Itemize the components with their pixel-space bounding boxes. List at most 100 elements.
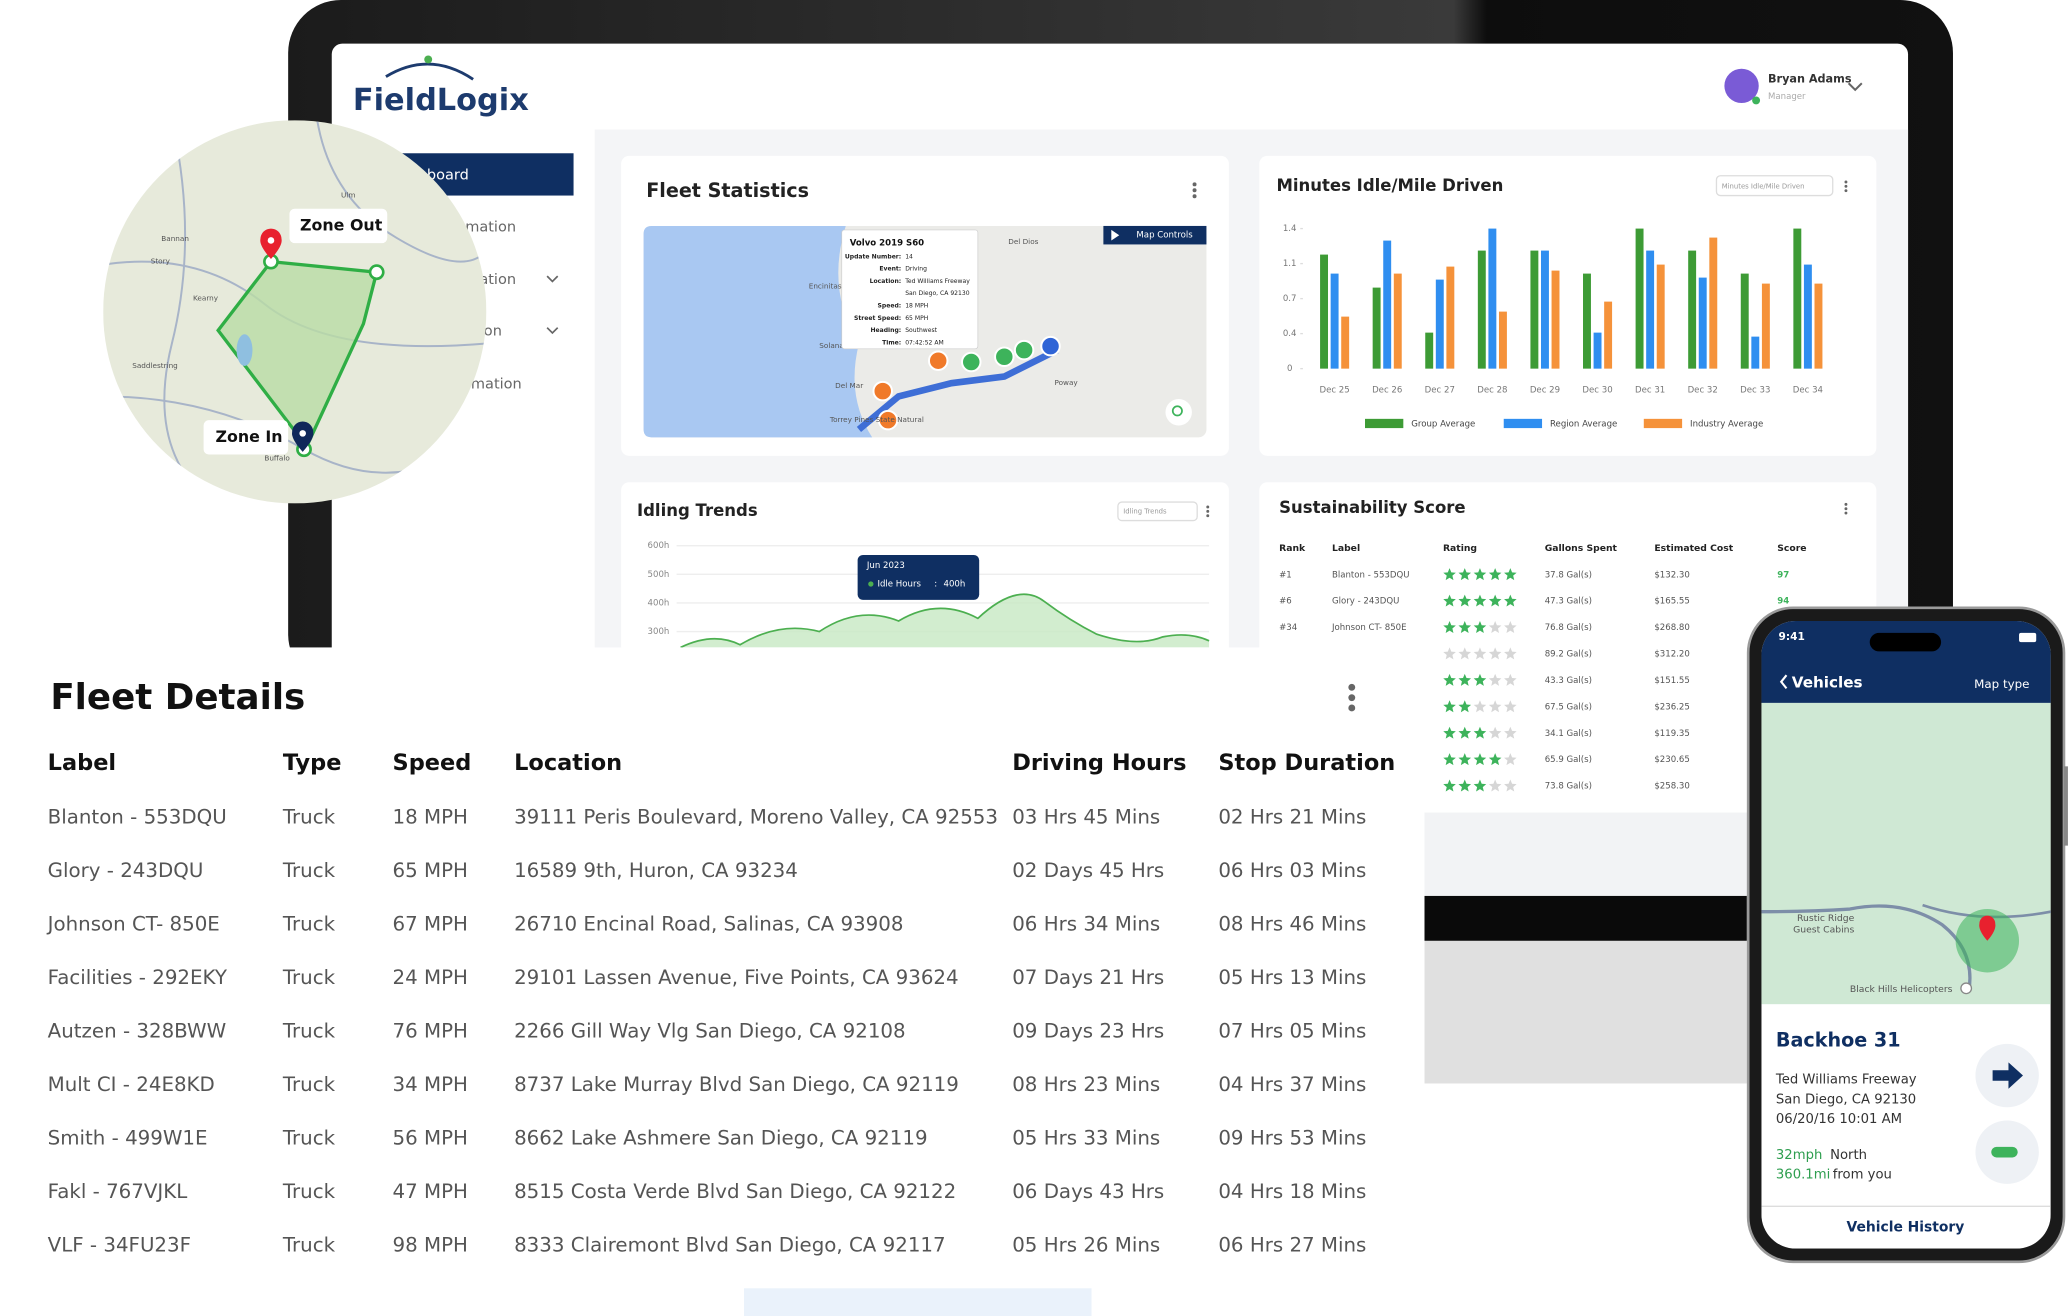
- status-time: 9:41: [1779, 631, 1805, 643]
- vehicle-marker[interactable]: [994, 346, 1015, 367]
- map-label: Solana: [819, 341, 844, 350]
- x-tick-label: Dec 27: [1425, 385, 1455, 395]
- avatar-status: [1752, 96, 1761, 105]
- cell: Truck: [282, 1073, 336, 1096]
- bar: [1604, 301, 1613, 369]
- chart-menu: [1206, 505, 1210, 509]
- map-label: Black Hills Helicopters: [1850, 984, 1953, 995]
- popup-key: Time:: [882, 339, 901, 346]
- column-header: Driving Hours: [1012, 750, 1186, 776]
- cell: Autzen - 328BWW: [48, 1019, 227, 1042]
- cell: $132.30: [1654, 570, 1689, 580]
- logo: FieldLogix: [353, 55, 529, 118]
- star: [1473, 779, 1487, 792]
- y-tick-label: 0: [1287, 364, 1292, 374]
- column-header: Rating: [1443, 543, 1477, 554]
- popup-value: 14: [905, 253, 913, 260]
- bar: [1383, 240, 1392, 369]
- vehicle-pin[interactable]: [1979, 915, 1996, 941]
- cell: Mult CI - 24E8KD: [48, 1073, 215, 1096]
- vehicle-history-button: Vehicle History: [1847, 1219, 1965, 1235]
- vehicle-marker[interactable]: [1013, 339, 1035, 361]
- x-tick-label: Dec 25: [1319, 385, 1349, 395]
- bar: [1477, 250, 1486, 369]
- map-controls-label: Map Controls: [1136, 231, 1193, 241]
- popup-value: San Diego, CA 92130: [905, 290, 970, 297]
- map-label: Ulm: [341, 191, 355, 200]
- cell: 24 MPH: [393, 966, 468, 989]
- bar: [1435, 279, 1444, 369]
- vehicle-marker[interactable]: [872, 380, 893, 402]
- map-label: Kearny: [193, 294, 219, 303]
- zoom-button[interactable]: [1165, 399, 1192, 426]
- cell: 67.5 Gal(s): [1545, 702, 1592, 712]
- map-label: Guest Cabins: [1793, 925, 1854, 936]
- back-chevron[interactable]: [1779, 674, 1788, 690]
- column-header: Label: [1332, 543, 1360, 554]
- vehicle-marker[interactable]: [1040, 335, 1061, 357]
- nav-action: Map type: [1974, 677, 2029, 691]
- bar: [1393, 273, 1402, 369]
- column-header: Location: [514, 750, 622, 776]
- cell: 47.3 Gal(s): [1545, 597, 1592, 607]
- brand-name: FieldLogix: [353, 83, 529, 118]
- cell: 34 MPH: [393, 1073, 468, 1096]
- key-icon: [1991, 1146, 2018, 1158]
- star: [1473, 647, 1487, 660]
- cell: 08 Hrs 46 Mins: [1218, 912, 1366, 935]
- cell: $165.55: [1654, 597, 1689, 607]
- y-tick-label: 600h: [648, 541, 670, 551]
- bar: [1320, 254, 1329, 369]
- zone-vertex: [368, 264, 385, 281]
- cell: #1: [1279, 570, 1292, 580]
- cell: 03 Hrs 45 Mins: [1012, 805, 1160, 828]
- x-tick-label: Dec 28: [1477, 385, 1507, 395]
- cell: 05 Hrs 13 Mins: [1218, 966, 1366, 989]
- side-button: [2063, 766, 2068, 846]
- zone-area: [216, 259, 379, 450]
- cell: 02 Days 45 Hrs: [1012, 859, 1164, 882]
- bar: [1740, 273, 1749, 369]
- map-label: Bannan: [161, 234, 189, 243]
- popup-value: Southwest: [905, 327, 937, 334]
- popup: [841, 229, 979, 350]
- popup-key: Event:: [879, 266, 901, 273]
- bar: [1425, 332, 1434, 369]
- popup-value: 18 MPH: [905, 302, 928, 309]
- bar: [1540, 250, 1549, 369]
- column-header: Speed: [393, 750, 472, 776]
- nav-back: Vehicles: [1792, 674, 1863, 692]
- chart-menu: [1206, 509, 1210, 513]
- star: [1504, 753, 1517, 766]
- user-menu-chevron[interactable]: [1847, 82, 1863, 92]
- star: [1473, 568, 1487, 581]
- vehicle-name: Backhoe 31: [1776, 1029, 1901, 1052]
- cell: Facilities - 292EKY: [48, 966, 228, 989]
- chart-menu: [1206, 514, 1210, 518]
- cell: #6: [1279, 597, 1292, 607]
- vehicle-marker[interactable]: [877, 409, 899, 431]
- vehicle-marker[interactable]: [961, 351, 982, 373]
- section-title: Fleet Details: [50, 677, 305, 718]
- legend-swatch: [1365, 418, 1404, 429]
- zoom-icon: [1171, 405, 1183, 417]
- map-label: Torrey Pines State Natural: [829, 415, 924, 424]
- map-water: [643, 225, 873, 438]
- rating: [1443, 700, 1517, 713]
- star: [1504, 700, 1517, 713]
- vehicle-address: San Diego, CA 92130: [1776, 1092, 1916, 1107]
- popup-value: Ted Williams Freeway: [904, 278, 970, 285]
- cell: Truck: [282, 1180, 336, 1203]
- card-menu: [1192, 194, 1197, 199]
- popup-value: 65 MPH: [905, 315, 928, 322]
- vehicle-marker[interactable]: [927, 350, 949, 371]
- cell: 29101 Lassen Avenue, Five Points, CA 936…: [514, 966, 959, 989]
- tooltip-sep: :: [934, 580, 937, 590]
- bar: [1635, 228, 1644, 369]
- cell: 07 Days 21 Hrs: [1012, 966, 1164, 989]
- map-label: Buffalo: [264, 453, 290, 462]
- chart-title: Idling Trends: [637, 501, 758, 520]
- star: [1458, 568, 1472, 581]
- card-menu: [1844, 511, 1848, 515]
